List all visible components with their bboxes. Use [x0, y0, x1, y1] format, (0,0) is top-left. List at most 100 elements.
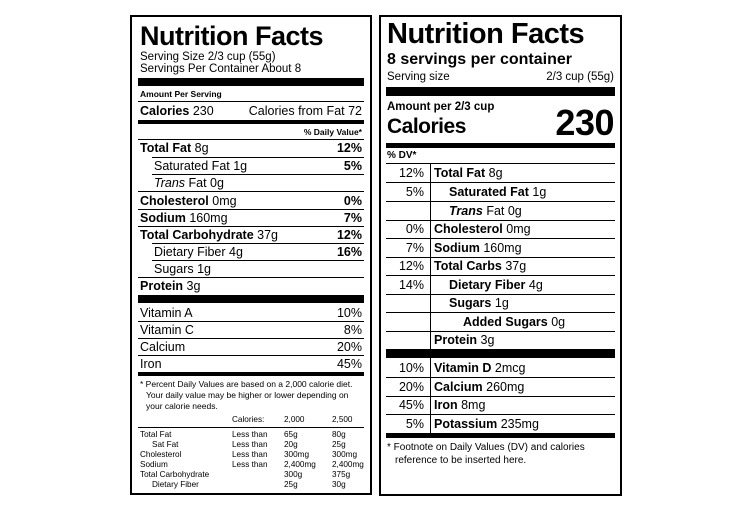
- table-cell: Cholesterol: [140, 450, 182, 459]
- nutrient-amount: 4g: [528, 278, 543, 292]
- nutrient-amount: 0mg: [506, 222, 531, 236]
- nutrient-name: Trans: [154, 176, 186, 190]
- old-nutrient-sugars: Sugars 1g: [154, 262, 211, 276]
- table-cell: 80g: [332, 430, 346, 439]
- divider: [138, 191, 364, 192]
- table-cell: Less than: [232, 450, 268, 459]
- old-nutrient-total-fat: Total Fat 8g: [140, 141, 209, 155]
- table-header-2000: 2,000: [284, 415, 305, 424]
- old-iron: Iron: [140, 357, 162, 371]
- old-label-title: Nutrition Facts: [140, 21, 324, 51]
- vitamin-dv: 45%: [398, 398, 424, 412]
- nutrient-amount: 8g: [194, 141, 209, 155]
- nutrient-name: Total Carbs: [434, 259, 502, 273]
- table-cell: Sat Fat: [152, 440, 179, 449]
- new-serving-size-value: 2/3 cup (55g): [546, 71, 614, 83]
- old-nutrient-trans-fat: Trans Fat 0g: [154, 176, 224, 190]
- thick-divider: [386, 87, 615, 96]
- table-cell: Less than: [232, 430, 268, 439]
- new-dv-header: % DV*: [387, 150, 417, 161]
- divider: [138, 101, 364, 102]
- nutrient-amount: 1g: [532, 185, 547, 199]
- nutrient-amount: 37g: [257, 228, 279, 242]
- thick-divider: [138, 78, 364, 86]
- nutrient-amount: Fat 0g: [188, 176, 224, 190]
- nutrient-name: Sodium: [434, 241, 480, 255]
- thick-divider: [386, 349, 615, 358]
- nutrient-name: Trans: [449, 204, 483, 218]
- divider: [386, 238, 615, 239]
- new-nutrient-saturated-fat: Saturated Fat 1g: [449, 185, 546, 199]
- divider: [138, 355, 364, 356]
- vitamin-amount: 8mg: [461, 398, 486, 412]
- nutrient-dv: 16%: [336, 245, 362, 259]
- new-nutrient-cholesterol: Cholesterol 0mg: [434, 222, 531, 236]
- table-cell: 375g: [332, 470, 351, 479]
- vitamin-dv: 20%: [398, 380, 424, 394]
- nutrient-dv: 14%: [398, 278, 424, 292]
- old-serving-size: Serving Size 2/3 cup (55g): [140, 51, 276, 63]
- new-nutrient-total-fat: Total Fat 8g: [434, 166, 503, 180]
- old-nutrition-label: Nutrition Facts Serving Size 2/3 cup (55…: [130, 15, 372, 495]
- new-nutrient-protein: Protein 3g: [434, 333, 494, 347]
- old-calories-row: Calories 230: [140, 104, 214, 118]
- divider: [138, 139, 364, 140]
- old-nutrient-sodium: Sodium 160mg: [140, 211, 228, 225]
- new-nutrient-trans-fat: Trans Fat 0g: [449, 204, 522, 218]
- old-daily-value-header: % Daily Value*: [303, 127, 362, 137]
- new-nutrient-dietary-fiber: Dietary Fiber 4g: [449, 278, 543, 292]
- new-calories-label: Calories: [387, 115, 466, 138]
- nutrient-amount: 0g: [551, 315, 566, 329]
- vitamin-dv: 8%: [343, 323, 362, 337]
- nutrient-dv: 0%: [343, 194, 362, 208]
- divider: [386, 414, 615, 415]
- vitamin-name: Potassium: [434, 417, 498, 431]
- medium-divider: [386, 143, 615, 148]
- table-cell: Total Fat: [140, 430, 172, 439]
- nutrient-dv: 0%: [405, 222, 424, 236]
- new-nutrient-added-sugars: Added Sugars 0g: [463, 315, 565, 329]
- old-footnote-line: Your daily value may be higher or lower …: [146, 390, 349, 400]
- nutrient-name: Protein: [140, 279, 184, 293]
- divider: [138, 226, 364, 227]
- medium-divider: [386, 433, 615, 438]
- table-cell: Sodium: [140, 460, 168, 469]
- old-calories-label: Calories: [140, 104, 190, 118]
- nutrient-amount: 4g: [229, 245, 243, 259]
- nutrient-amount: 1g: [197, 262, 211, 276]
- nutrient-amount: 0mg: [212, 194, 237, 208]
- nutrient-dv: 12%: [398, 166, 424, 180]
- divider: [386, 220, 615, 221]
- column-separator: [430, 358, 431, 433]
- old-vitamin-c: Vitamin C: [140, 323, 194, 337]
- new-iron: Iron 8mg: [434, 398, 485, 412]
- vitamin-dv: 5%: [405, 417, 424, 431]
- vitamin-dv: 10%: [398, 361, 424, 375]
- old-calories-value: 230: [192, 104, 214, 118]
- vitamin-dv: 20%: [336, 340, 362, 354]
- divider: [386, 257, 615, 258]
- divider: [386, 331, 615, 332]
- table-cell: Less than: [232, 440, 268, 449]
- old-nutrient-saturated-fat: Saturated Fat 1g: [154, 159, 247, 173]
- divider: [386, 182, 615, 183]
- old-calories-from-fat: Calories from Fat 72: [248, 104, 362, 118]
- nutrient-dv: 5%: [343, 159, 362, 173]
- nutrient-amount: 1g: [494, 296, 509, 310]
- divider: [386, 396, 615, 397]
- nutrient-amount: 160mg: [483, 241, 522, 255]
- divider: [152, 243, 364, 244]
- new-serving-size-label: Serving size: [387, 71, 450, 83]
- column-separator: [430, 163, 431, 349]
- table-cell: Dietary Fiber: [152, 480, 199, 489]
- thick-divider: [138, 295, 364, 303]
- divider: [152, 260, 364, 261]
- vitamin-name: Iron: [434, 398, 458, 412]
- divider: [152, 174, 364, 175]
- old-nutrient-total-carbohydrate: Total Carbohydrate 37g: [140, 228, 278, 242]
- table-cell: Total Carbohydrate: [140, 470, 210, 479]
- vitamin-amount: 2mcg: [494, 361, 526, 375]
- nutrient-name: Saturated Fat: [449, 185, 529, 199]
- table-cell: 65g: [284, 430, 298, 439]
- nutrient-name: Sodium: [140, 211, 186, 225]
